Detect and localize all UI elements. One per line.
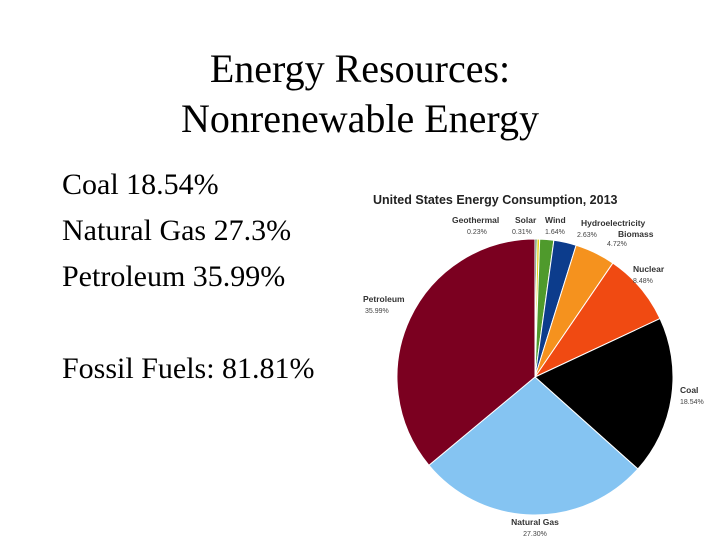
pie-labels: Geothermal 0.23% Solar 0.31% Wind 1.64% Hydroe… <box>363 215 704 538</box>
energy-pie-chart: United States Energy Consumption, 2013 G… <box>363 193 704 538</box>
pie-slice-coal <box>534 317 674 470</box>
chart-title: United States Energy Consumption, 2013 <box>373 193 618 207</box>
bullet-list: Coal 18.54% Natural Gas 27.3% Petroleum … <box>62 162 392 392</box>
slice-value-hydroelectricity: 2.63% <box>577 232 597 239</box>
slice-label-nuclear: Nuclear <box>633 264 665 274</box>
slice-label-petroleum: Petroleum <box>363 294 405 304</box>
slide-title-line-2: Nonrenewable Energy <box>180 96 539 141</box>
slice-value-solar: 0.31% <box>512 229 532 236</box>
slice-value-biomass: 4.72% <box>607 241 627 248</box>
slice-label-hydroelectricity: Hydroelectricity <box>581 218 646 228</box>
bullet-petroleum: Petroleum 35.99% <box>62 260 286 293</box>
bullet-coal: Coal 18.54% <box>62 168 219 201</box>
fossil-fuels-summary: Fossil Fuels: 81.81% <box>62 352 315 385</box>
slice-label-biomass: Biomass <box>618 229 654 239</box>
slice-value-natural-gas: 27.30% <box>523 531 547 538</box>
pie-slices <box>396 238 674 516</box>
slide-title: Energy Resources: Nonrenewable Energy <box>0 44 720 144</box>
bullet-spacer <box>62 300 392 346</box>
slice-value-geothermal: 0.23% <box>467 229 487 236</box>
slice-value-wind: 1.64% <box>545 229 565 236</box>
slice-label-solar: Solar <box>515 215 537 225</box>
bullet-natural-gas: Natural Gas 27.3% <box>62 214 292 247</box>
slice-value-coal: 18.54% <box>680 399 704 406</box>
pie-slice-natural-gas <box>428 376 639 516</box>
slice-label-coal: Coal <box>680 385 698 395</box>
pie-slice-petroleum <box>396 238 536 466</box>
slice-label-geothermal: Geothermal <box>452 215 499 225</box>
slice-value-petroleum: 35.99% <box>365 308 389 315</box>
slice-label-wind: Wind <box>545 215 566 225</box>
slide-title-line-1: Energy Resources: <box>209 46 511 91</box>
slice-value-nuclear: 8.48% <box>633 278 653 285</box>
slice-label-natural-gas: Natural Gas <box>511 517 559 527</box>
